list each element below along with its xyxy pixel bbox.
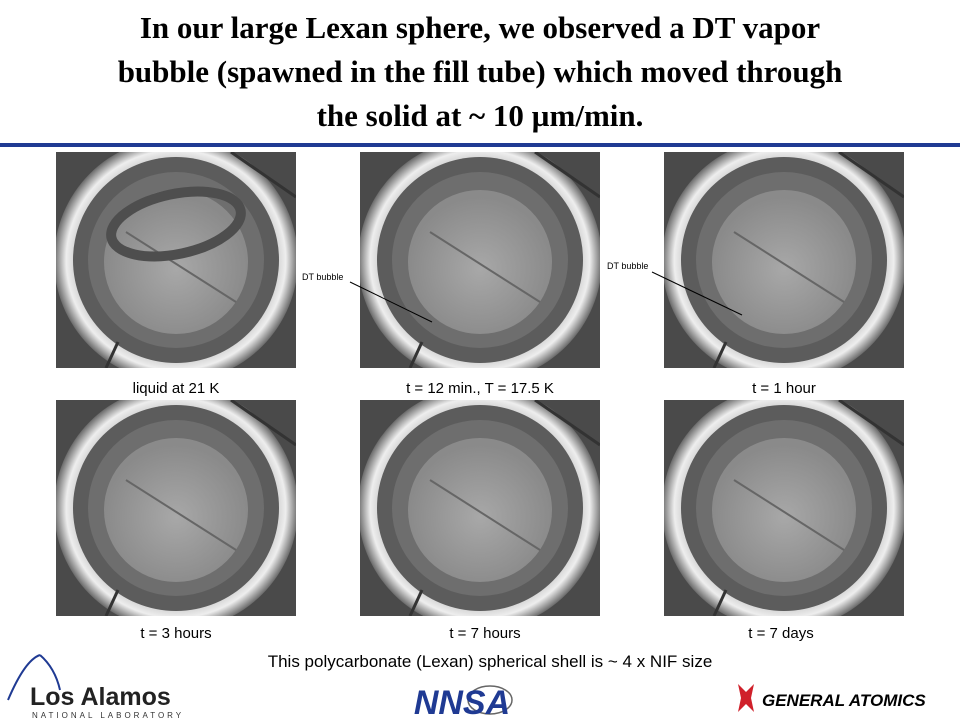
photo — [662, 386, 906, 630]
logo-text: GENERAL ATOMICS — [762, 691, 926, 710]
photo — [662, 138, 906, 382]
general-atomics-logo: GENERAL ATOMICS — [738, 684, 926, 712]
nnsa-logo: NNSA — [414, 684, 513, 720]
annotation-arrow — [349, 281, 433, 323]
photo-caption: t = 12 min., T = 17.5 K — [406, 380, 554, 397]
photo — [54, 138, 298, 382]
footer-caption: This polycarbonate (Lexan) spherical she… — [268, 652, 713, 671]
photo-caption: t = 3 hours — [140, 625, 211, 642]
los-alamos-logo: Los Alamos NATIONAL LABORATORY — [7, 654, 184, 720]
title-line: the solid at ~ 10 µm/min. — [317, 98, 644, 133]
photo-caption: t = 7 days — [748, 625, 813, 642]
photo-caption: liquid at 21 K — [133, 380, 220, 397]
logo-text: NNSA — [414, 684, 510, 720]
photo-caption: t = 1 hour — [752, 380, 816, 397]
title: In our large Lexan sphere, we observed a… — [118, 10, 843, 133]
logo-subtext: NATIONAL LABORATORY — [32, 711, 184, 720]
title-line: bubble (spawned in the fill tube) which … — [118, 54, 843, 89]
photo-caption: t = 7 hours — [449, 625, 520, 642]
annotation: DT bubble — [607, 261, 648, 271]
logo-text: Los Alamos — [30, 683, 171, 711]
photo — [358, 138, 602, 382]
annotation-arrow — [651, 271, 743, 316]
title-line: In our large Lexan sphere, we observed a… — [140, 10, 821, 45]
photo — [54, 386, 298, 630]
title-rule — [0, 143, 960, 147]
annotation: DT bubble — [302, 272, 343, 282]
photo — [358, 386, 602, 630]
liquid-meniscus — [106, 186, 246, 262]
